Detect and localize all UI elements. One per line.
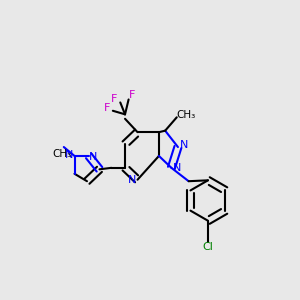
- Text: N: N: [172, 164, 181, 173]
- Text: CH₃: CH₃: [177, 110, 196, 120]
- Text: F: F: [104, 103, 110, 113]
- Text: F: F: [111, 94, 118, 104]
- Text: Cl: Cl: [202, 242, 213, 252]
- Text: N: N: [180, 140, 189, 150]
- Text: N: N: [65, 150, 73, 160]
- Text: N: N: [128, 175, 136, 185]
- Text: F: F: [128, 90, 135, 100]
- Text: N: N: [89, 152, 97, 162]
- Text: CH₃: CH₃: [53, 148, 72, 159]
